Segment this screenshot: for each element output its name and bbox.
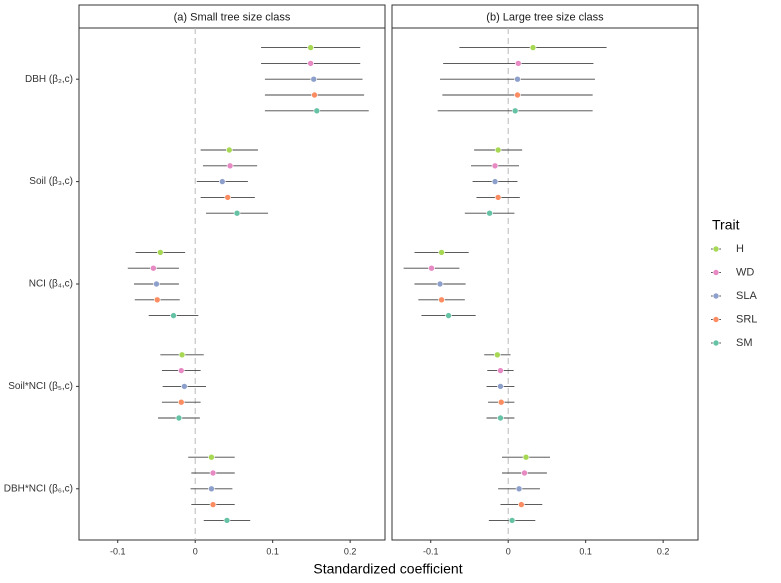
- y-tick-label: DBH (β₂,c): [25, 74, 73, 85]
- point: [150, 264, 157, 272]
- point: [153, 280, 160, 288]
- point: [157, 249, 164, 256]
- panel-title: (b) Large tree size class: [486, 11, 604, 23]
- point: [219, 178, 226, 185]
- x-tick-label: -0.1: [110, 546, 126, 556]
- point: [438, 249, 445, 256]
- point: [175, 414, 183, 422]
- point: [224, 194, 232, 201]
- point: [518, 501, 525, 508]
- point: [529, 44, 537, 51]
- point: [438, 296, 445, 304]
- point: [208, 485, 215, 493]
- x-tick-label: 0.1: [266, 546, 279, 556]
- x-axis-title: Standardized coefficient: [313, 561, 462, 577]
- point: [445, 312, 452, 319]
- y-tick-label: NCI (β₄,c): [29, 279, 73, 290]
- point: [209, 469, 217, 477]
- point: [233, 209, 241, 217]
- panel-title: (a) Small tree size class: [174, 11, 291, 23]
- point: [521, 469, 528, 477]
- point: [209, 501, 217, 508]
- point: [494, 194, 502, 201]
- legend-label: SM: [736, 337, 753, 349]
- x-tick-label: 0.2: [657, 546, 670, 556]
- legend-swatch: [712, 316, 720, 323]
- point: [153, 296, 161, 304]
- y-tick-label: Soil (β₃,c): [29, 176, 73, 187]
- legend-swatch: [712, 269, 720, 276]
- x-tick-label: 0: [506, 546, 511, 556]
- x-tick-label: 0.2: [344, 546, 357, 556]
- point: [497, 383, 504, 390]
- legend-swatch: [712, 245, 720, 253]
- panel-frame: [391, 27, 699, 541]
- point: [497, 398, 505, 406]
- point: [511, 107, 519, 115]
- point: [170, 312, 177, 319]
- panel-frame: [78, 27, 386, 541]
- point: [181, 383, 188, 390]
- point: [307, 44, 314, 51]
- legend-label: WD: [736, 266, 754, 278]
- point: [226, 162, 234, 170]
- legend-title: Trait: [712, 217, 740, 233]
- legend-label: SLA: [736, 290, 757, 302]
- point: [491, 162, 499, 170]
- x-tick-label: 0.1: [579, 546, 592, 556]
- point: [514, 91, 521, 99]
- point: [491, 178, 499, 185]
- point: [522, 453, 530, 461]
- point: [310, 75, 318, 83]
- point: [494, 351, 501, 359]
- legend-swatch: [712, 339, 720, 347]
- point: [311, 91, 318, 99]
- point: [223, 517, 231, 524]
- point: [177, 367, 185, 374]
- point: [514, 60, 522, 67]
- legend-swatch: [712, 292, 720, 300]
- point: [494, 146, 502, 154]
- legend-label: H: [736, 243, 744, 255]
- point: [177, 398, 185, 406]
- point: [497, 367, 504, 374]
- point: [225, 146, 233, 154]
- y-tick-label: DBH*NCI (β₆,c): [4, 483, 73, 494]
- point: [515, 485, 523, 493]
- point: [313, 107, 321, 115]
- point: [514, 75, 521, 83]
- legend-label: SRL: [736, 313, 757, 325]
- point: [178, 351, 186, 359]
- x-tick-label: 0: [193, 546, 198, 556]
- y-tick-label: Soil*NCI (β₅,c): [8, 381, 73, 392]
- point: [208, 453, 215, 461]
- x-tick-label: -0.1: [423, 546, 439, 556]
- point: [508, 517, 516, 524]
- point: [436, 280, 444, 288]
- point: [307, 60, 314, 67]
- point: [497, 414, 504, 422]
- point: [428, 264, 435, 272]
- point: [486, 209, 493, 217]
